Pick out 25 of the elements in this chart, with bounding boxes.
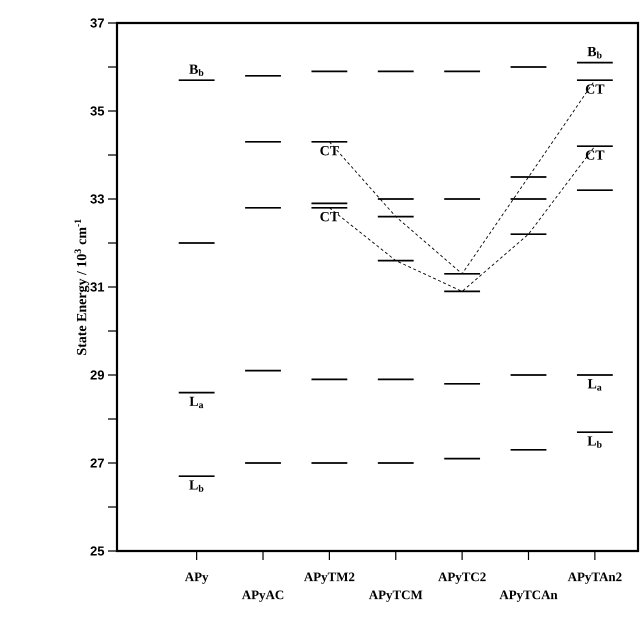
annotation: CT [586, 150, 604, 160]
x-tick-label: APyTAn2 [568, 572, 622, 584]
annotation: L$_{a}$ [190, 396, 204, 408]
annotation: L$_{a}$ [588, 379, 602, 391]
y-tick-label: 37 [90, 18, 104, 28]
y-tick-label: 35 [90, 106, 104, 116]
y-tick-label: 25 [90, 546, 104, 556]
y-tick-label: 27 [90, 458, 104, 468]
x-tick-label: APyAC [242, 590, 284, 602]
y-tick-label: 31 [90, 282, 104, 292]
annotation: L$_{b}$ [189, 480, 204, 492]
x-tick-label: APyTCM [368, 590, 422, 602]
y-tick-label: 29 [90, 370, 104, 380]
y-tick-label: 33 [90, 194, 104, 204]
x-tick-label: APyTCAn [499, 590, 558, 602]
x-tick-label: APyTC2 [438, 572, 486, 584]
x-tick-label: APy [184, 572, 208, 584]
annotation: CT [586, 84, 604, 94]
x-tick-label: APyTM2 [304, 572, 354, 584]
annotation: B$_{b}$ [189, 64, 204, 76]
annotation: CT [320, 212, 339, 222]
annotation: L$_{b}$ [587, 436, 602, 448]
y-axis-title: State Energy / 10$^{3}$ cm$^{-1}$ [74, 219, 90, 355]
annotation: CT [320, 146, 339, 156]
annotation: B$_{b}$ [587, 47, 602, 58]
